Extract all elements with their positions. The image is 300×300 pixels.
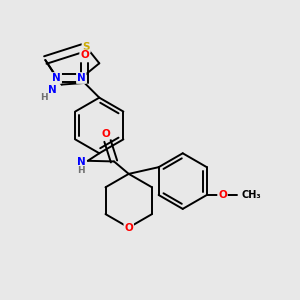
Text: N: N bbox=[77, 73, 86, 83]
Text: N: N bbox=[77, 158, 86, 167]
Text: O: O bbox=[101, 129, 110, 139]
Text: N: N bbox=[48, 85, 57, 95]
Text: S: S bbox=[82, 42, 90, 52]
Text: CH₃: CH₃ bbox=[241, 190, 261, 200]
Text: O: O bbox=[80, 50, 89, 61]
Text: H: H bbox=[77, 166, 85, 175]
Text: H: H bbox=[40, 92, 47, 101]
Text: O: O bbox=[218, 190, 227, 200]
Text: N: N bbox=[52, 73, 61, 83]
Text: O: O bbox=[124, 223, 133, 232]
